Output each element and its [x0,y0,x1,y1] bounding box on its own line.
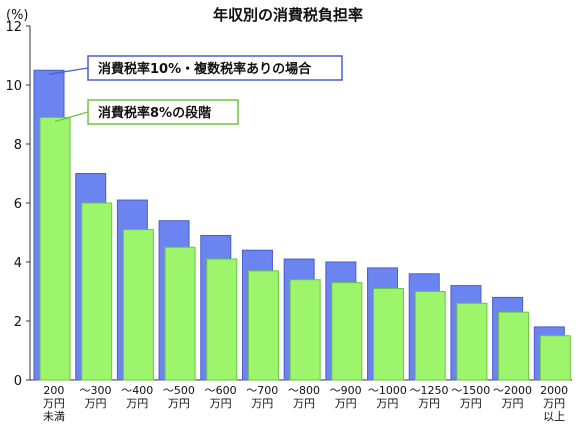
legend-box-rate8 [87,99,239,125]
x-tick-label: ～900 [330,384,362,397]
x-tick-label: ～700 [246,384,278,397]
y-tick-label: 6 [14,197,22,212]
chart-title: 年収別の消費税負担率 [212,6,363,24]
x-tick-label: 万円 [335,397,357,410]
legend-box-rate10 [87,55,343,81]
legend-label-rate10: 消費税率10%・複数税率ありの場合 [98,61,312,77]
x-tick-label: 万円 [168,397,190,410]
x-tick-label: 万円 [543,397,565,410]
x-tick-label: 2000 [540,384,568,397]
bar-rate8 [539,335,571,381]
y-tick-label: 12 [5,20,22,35]
bar-rate8 [81,202,113,381]
bar-rate8 [122,229,154,381]
y-tick-label: 2 [14,315,22,330]
y-tick-label: 0 [14,374,22,389]
bar-rate8 [164,246,196,381]
x-tick-label: ～500 [163,384,195,397]
x-tick-label: 万円 [376,397,398,410]
x-tick-label: ～1500 [451,384,490,397]
y-tick-label: 4 [14,256,22,271]
x-tick-label: ～1000 [368,384,407,397]
x-tick-label: 200 [43,384,64,397]
bar-rate8 [414,291,446,381]
bar-rate8 [206,258,238,381]
x-tick-label: 万円 [126,397,148,410]
x-tick-label: ～800 [288,384,320,397]
x-tick-label: ～600 [205,384,237,397]
x-tick-label: ～2000 [493,384,532,397]
x-tick-label: 万円 [293,397,315,410]
x-tick-label: 万円 [501,397,523,410]
x-tick-label: ～1250 [410,384,449,397]
legend-leader-rate8 [54,111,89,123]
legend-label-rate8: 消費税率8%の段階 [98,105,211,121]
y-axis-unit-label: (%) [6,8,29,23]
bar-rate8 [331,282,363,381]
bar-rate8 [39,116,71,381]
x-tick-label: 未満 [43,410,65,423]
y-tick-label: 8 [14,138,22,153]
bar-rate8 [498,311,530,381]
x-tick-label: ～400 [121,384,153,397]
bar-rate8 [373,288,405,381]
x-tick-label: 以上 [543,410,565,423]
bar-rate8 [456,302,488,381]
x-tick-label: 万円 [460,397,482,410]
x-tick-label: 万円 [418,397,440,410]
bar-rate8 [289,279,321,381]
legend-leader-rate10 [48,67,89,75]
y-tick-label: 10 [5,79,22,94]
x-tick-label: 万円 [251,397,273,410]
x-tick-label: ～300 [80,384,112,397]
x-tick-label: 万円 [85,397,107,410]
x-tick-label: 万円 [43,397,65,410]
x-tick-label: 万円 [210,397,232,410]
bar-rate8 [247,270,279,381]
